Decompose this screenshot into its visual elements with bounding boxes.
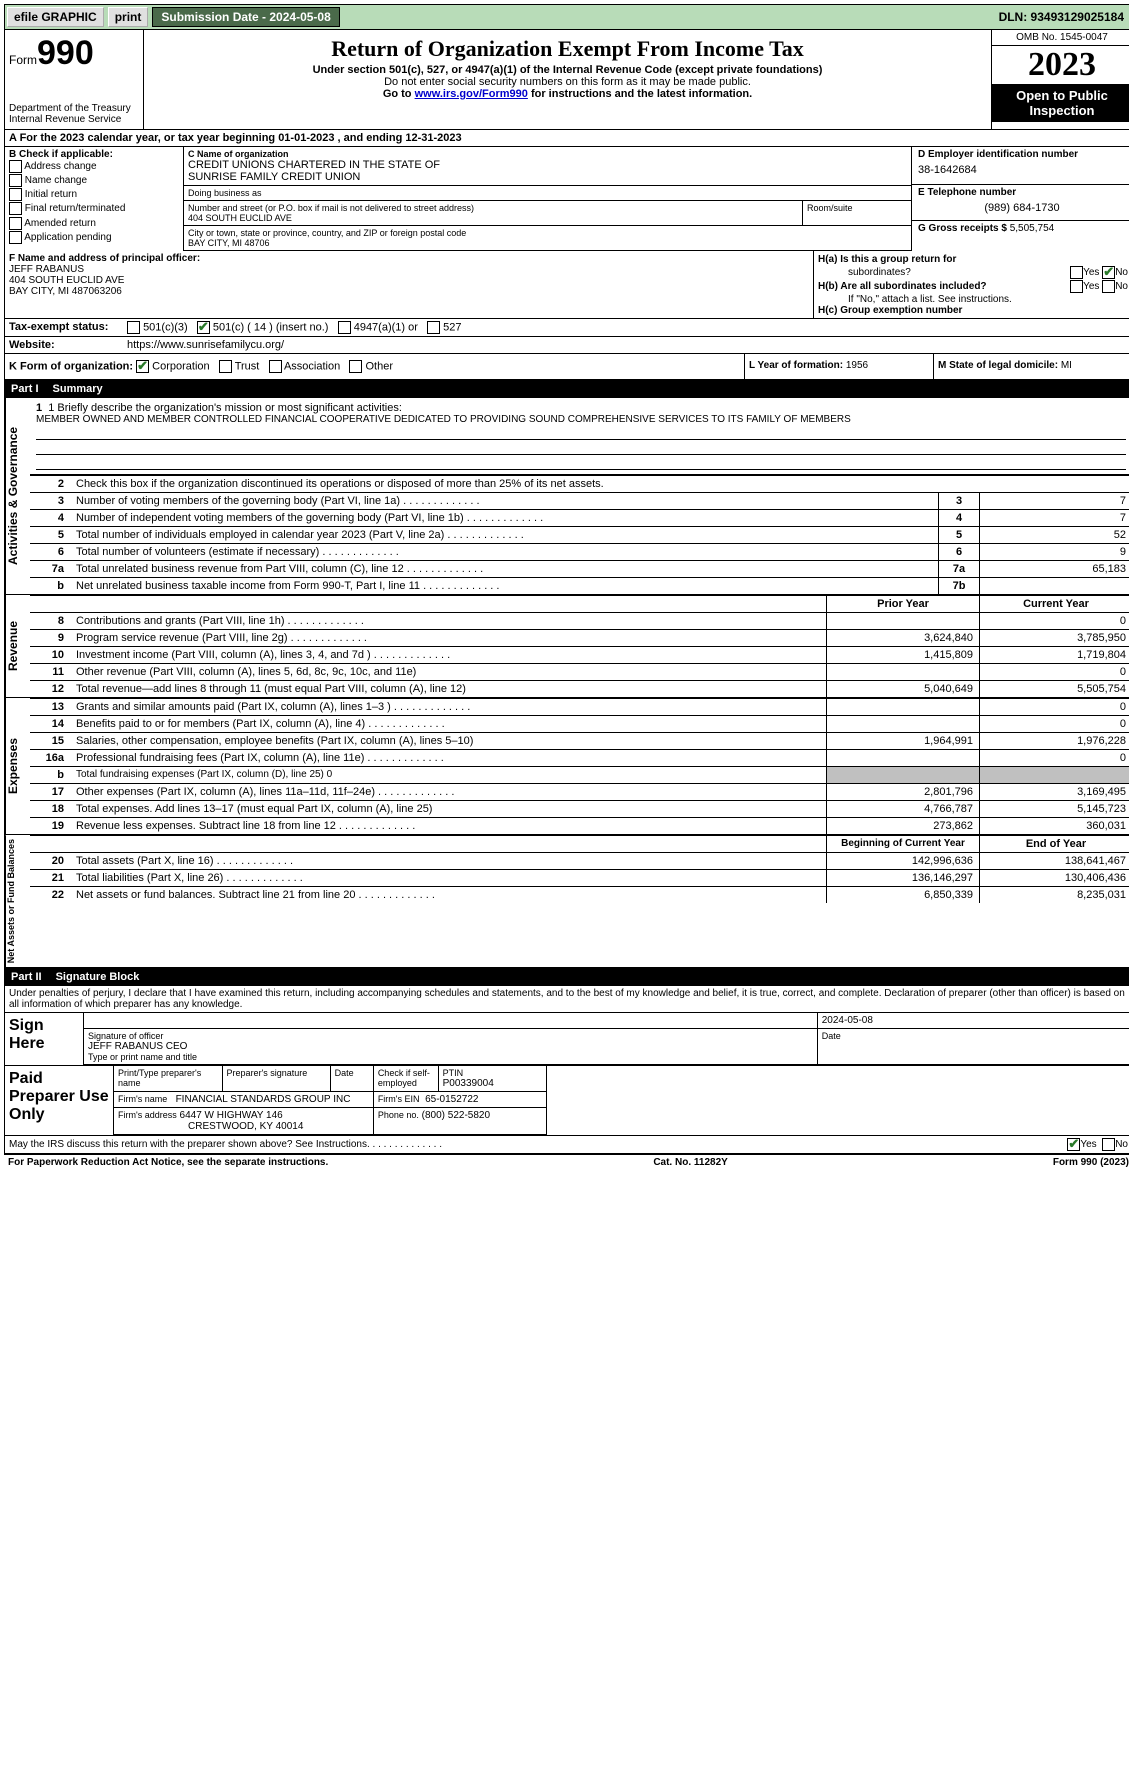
section-i: Tax-exempt status: 501(c)(3) 501(c) ( 14… [4,319,1129,337]
footer-right: Form 990 (2023) [1053,1157,1129,1168]
dln-number: DLN: 93493129025184 [991,8,1129,26]
mission-text: MEMBER OWNED AND MEMBER CONTROLLED FINAN… [36,414,1126,425]
line1-label: 1 Briefly describe the organization's mi… [48,402,402,414]
officer-addr2: BAY CITY, MI 487063206 [9,286,809,297]
cb-name-change[interactable]: Name change [9,174,179,188]
f-label: F Name and address of principal officer: [9,253,200,264]
row-a-taxyear: A For the 2023 calendar year, or tax yea… [4,130,1129,147]
page-footer: For Paperwork Reduction Act Notice, see … [4,1154,1129,1170]
section-bcd: B Check if applicable: Address change Na… [4,147,1129,251]
officer-name: JEFF RABANUS [9,264,809,275]
i-label: Tax-exempt status: [5,319,123,336]
sign-here-label: Sign Here [5,1013,84,1065]
street-label: Number and street (or P.O. box if mail i… [188,203,798,213]
state-domicile: MI [1061,360,1072,371]
dba-label: Doing business as [184,186,911,201]
col-d-ein: D Employer identification number 38-1642… [911,147,1129,251]
governance-table: 2Check this box if the organization disc… [30,475,1129,594]
sig-date: 2024-05-08 [817,1013,1129,1029]
section-fh: F Name and address of principal officer:… [4,251,1129,319]
side-netassets: Net Assets or Fund Balances [5,835,30,967]
part2-header: Part II Signature Block [4,968,1129,986]
cb-application-pending[interactable]: Application pending [9,231,179,245]
omb-number: OMB No. 1545-0047 [992,30,1129,46]
form-label: Form [9,53,37,67]
revenue-table: Prior YearCurrent Year 8Contributions an… [30,595,1129,697]
cb-amended-return[interactable]: Amended return [9,217,179,231]
col-h-group: H(a) Is this a group return for subordin… [813,251,1129,318]
efile-label: efile GRAPHIC [7,7,104,27]
form-header: Form990 Department of the Treasury Inter… [4,30,1129,130]
paid-preparer-label: Paid Preparer Use Only [5,1066,114,1135]
form-number: 990 [37,34,94,72]
firm-addr1: 6447 W HIGHWAY 146 [180,1110,283,1121]
side-governance: Activities & Governance [5,398,30,594]
part1-revenue: Revenue Prior YearCurrent Year 8Contribu… [4,595,1129,698]
part1-netassets: Net Assets or Fund Balances Beginning of… [4,835,1129,968]
k-label: K Form of organization: [9,360,133,372]
tax-year: 2023 [992,46,1129,84]
j-label: Website: [5,337,123,353]
hc-label: H(c) Group exemption number [818,305,962,316]
netassets-table: Beginning of Current YearEnd of Year 20T… [30,835,1129,903]
header-sub1: Under section 501(c), 527, or 4947(a)(1)… [148,64,987,76]
irs-label: Internal Revenue Service [9,114,139,125]
officer-addr1: 404 SOUTH EUCLID AVE [9,275,809,286]
side-expenses: Expenses [5,698,30,834]
city-value: BAY CITY, MI 48706 [188,238,907,248]
firm-addr2: CRESTWOOD, KY 40014 [118,1121,303,1132]
b-header: B Check if applicable: [9,149,179,160]
top-toolbar: efile GRAPHIC print Submission Date - 20… [4,4,1129,30]
perjury-text: Under penalties of perjury, I declare th… [5,986,1129,1012]
dept-treasury: Department of the Treasury [9,103,139,114]
irs-discuss-row: May the IRS discuss this return with the… [4,1136,1129,1154]
footer-left: For Paperwork Reduction Act Notice, see … [8,1157,328,1168]
cb-initial-return[interactable]: Initial return [9,188,179,202]
room-label: Room/suite [803,201,911,226]
year-formation: 1956 [846,360,868,371]
header-sub2: Do not enter social security numbers on … [148,76,987,88]
footer-center: Cat. No. 11282Y [653,1157,727,1168]
cb-address-change[interactable]: Address change [9,160,179,174]
org-name-2: SUNRISE FAMILY CREDIT UNION [188,171,907,183]
ptin-value: P00339004 [443,1078,542,1089]
ein-label: D Employer identification number [912,147,1129,162]
gross-receipts: G Gross receipts $ 5,505,754 [912,221,1129,236]
submission-date: Submission Date - 2024-05-08 [152,7,339,27]
org-name-1: CREDIT UNIONS CHARTERED IN THE STATE OF [188,159,907,171]
hb-note: If "No," attach a list. See instructions… [818,294,1128,305]
section-klm: K Form of organization: Corporation Trus… [4,354,1129,380]
side-revenue: Revenue [5,595,30,697]
website-url: https://www.sunrisefamilycu.org/ [123,337,1129,353]
firm-phone: (800) 522-5820 [422,1110,490,1121]
firm-ein: 65-0152722 [425,1094,478,1105]
col-c-orginfo: C Name of organization CREDIT UNIONS CHA… [184,147,911,251]
part1-header: Part I Summary [4,380,1129,398]
cb-final-return[interactable]: Final return/terminated [9,202,179,216]
ein-value: 38-1642684 [912,162,1129,185]
col-f-officer: F Name and address of principal officer:… [5,251,813,318]
c-name-label: C Name of organization [188,149,907,159]
col-b-checkboxes: B Check if applicable: Address change Na… [5,147,184,251]
part1-governance: Activities & Governance 1 1 Briefly desc… [4,398,1129,595]
expenses-table: 13Grants and similar amounts paid (Part … [30,698,1129,834]
section-j: Website: https://www.sunrisefamilycu.org… [4,337,1129,354]
part1-expenses: Expenses 13Grants and similar amounts pa… [4,698,1129,835]
header-sub3: Go to www.irs.gov/Form990 for instructio… [148,88,987,100]
firm-name: FINANCIAL STANDARDS GROUP INC [176,1094,351,1105]
tel-label: E Telephone number [912,185,1129,200]
irs-link[interactable]: www.irs.gov/Form990 [415,88,528,100]
city-label: City or town, state or province, country… [188,228,907,238]
form-title: Return of Organization Exempt From Incom… [148,36,987,62]
open-inspection: Open to Public Inspection [992,84,1129,122]
print-button[interactable]: print [108,7,149,27]
tel-value: (989) 684-1730 [912,200,1129,221]
officer-sig-name: JEFF RABANUS CEO [88,1041,813,1052]
signature-block: Under penalties of perjury, I declare th… [4,986,1129,1136]
street-value: 404 SOUTH EUCLID AVE [188,213,798,223]
